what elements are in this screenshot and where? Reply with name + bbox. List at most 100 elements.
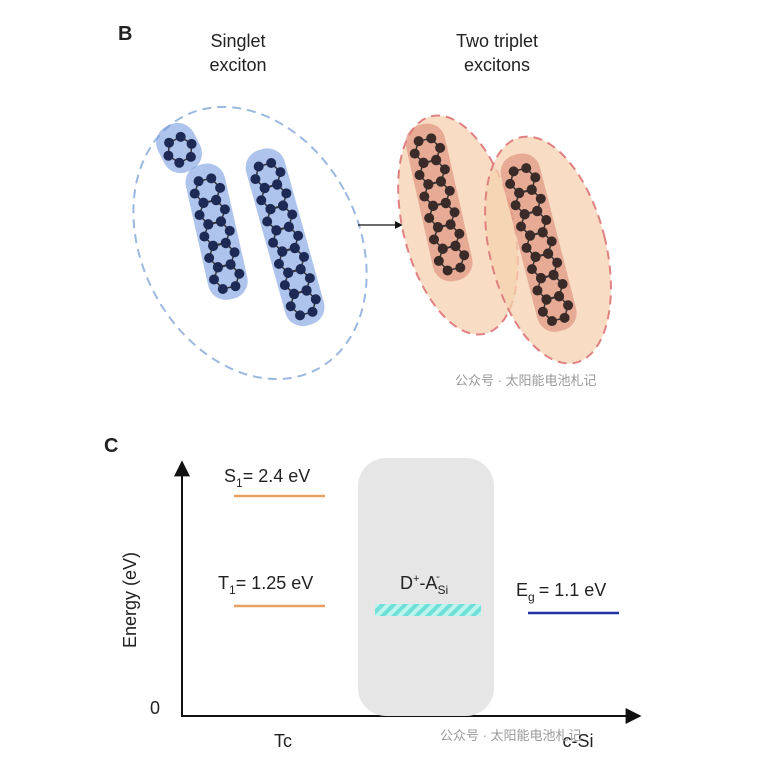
atom [198,197,209,208]
triplet-molecule [405,123,577,332]
atom [304,273,315,284]
symbol: -A [419,573,437,593]
atom [530,251,541,262]
atom [435,142,446,153]
atom [459,250,470,261]
caption: excitons [464,55,530,75]
atom [541,215,552,226]
atom [541,294,552,305]
atom [559,312,570,323]
atom [505,178,516,189]
singlet-molecule [156,122,325,327]
atom [419,191,430,202]
y-axis-label: Energy (eV) [120,552,140,648]
atom [220,237,231,248]
atom [310,294,321,305]
atom [455,262,466,273]
atom [204,252,215,263]
atom [281,188,292,199]
atom [212,262,223,273]
atom [508,166,519,177]
atom [409,148,420,159]
atom [439,164,450,175]
atom [288,288,299,299]
panel-label: C [104,435,118,457]
superscript: + [413,573,419,585]
atom [174,157,185,168]
atom [265,203,276,214]
watermark: 公众号 · 太阳能电池札记 [440,728,582,743]
singlet-boundary [132,105,368,381]
atom [433,255,444,266]
atom [293,230,304,241]
atom [164,137,175,148]
atom [234,268,245,279]
ct-label: D+-ASi- [400,571,448,597]
atom [428,234,439,245]
atom [230,281,241,292]
atom [510,200,521,211]
atom [277,200,288,211]
atom [521,163,532,174]
atom [163,150,174,161]
atom [277,246,288,257]
atom [193,176,204,187]
atom [203,219,214,230]
atom [295,264,306,275]
atom [279,280,290,291]
atom [537,306,548,317]
atom [428,200,439,211]
caption: Two triplet [456,31,538,51]
atom [557,278,568,289]
atom [301,285,312,296]
atom [553,291,564,302]
atom [548,269,559,280]
atom [194,210,205,221]
atom [256,195,267,206]
atom [289,242,300,253]
atom [271,225,282,236]
atom [185,151,196,162]
atom [516,221,527,232]
atom [426,133,437,144]
atom [268,237,279,248]
superscript: - [436,571,440,583]
atom [563,300,574,311]
atom [440,197,451,208]
symbol: S [224,466,236,486]
atom [199,231,210,242]
atom [535,193,546,204]
atom [521,242,532,253]
x-label: Tc [274,731,292,751]
atom [273,258,284,269]
subscript: g [528,590,535,604]
value-text: = 1.1 eV [539,580,607,600]
atom [215,216,226,227]
atom [532,205,543,216]
atom [530,172,541,183]
atom [543,248,554,259]
atom [442,265,453,276]
atom [424,212,435,223]
value-text: = 2.4 eV [243,466,311,486]
atom [450,240,461,251]
atom [532,285,543,296]
atom [217,284,228,295]
atom [186,138,197,149]
atom [206,173,217,184]
atom [444,185,455,196]
atom [283,267,294,278]
atom [229,247,240,258]
atom [208,274,219,285]
atom [423,179,434,190]
atom [225,259,236,270]
atom [215,182,226,193]
atom [519,208,530,219]
ct-state-band [375,604,481,616]
atom [414,170,425,181]
atom [262,216,273,227]
atom [418,157,429,168]
atom [275,167,286,178]
atom [514,187,525,198]
